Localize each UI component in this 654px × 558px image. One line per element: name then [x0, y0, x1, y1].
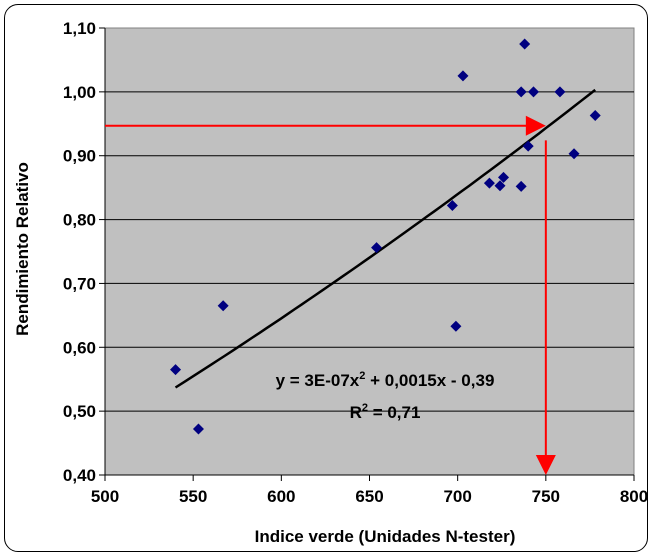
x-tick-label: 550 [179, 487, 207, 506]
data-point [589, 109, 601, 121]
data-point [515, 86, 527, 98]
data-point [519, 38, 531, 50]
y-axis-ticks: 0,40 0,50 0,60 0,70 0,80 0,90 1,00 1,10 [63, 19, 106, 485]
y-tick-label: 1,00 [63, 83, 96, 102]
x-tick-label: 800 [620, 487, 648, 506]
horizontal-arrowhead [525, 115, 546, 136]
x-axis-title: Indice verde (Unidades N-tester) [255, 527, 516, 546]
data-point [522, 140, 534, 152]
x-tick-label: 500 [91, 487, 119, 506]
y-tick-label: 0,50 [63, 402, 96, 421]
data-point [450, 320, 462, 332]
annotation-arrows [105, 115, 556, 475]
data-point [483, 177, 495, 189]
data-point [515, 180, 527, 192]
data-point [568, 148, 580, 160]
trend-equation: y = 3E-07x2 + 0,0015x - 0,39 [276, 370, 495, 390]
y-tick-label: 0,90 [63, 147, 96, 166]
x-tick-label: 600 [267, 487, 295, 506]
data-point [217, 300, 229, 312]
x-tick-label: 650 [355, 487, 383, 506]
y-tick-label: 0,80 [63, 211, 96, 230]
x-tick-label: 700 [443, 487, 471, 506]
r-squared-label: R2 = 0,71 [350, 402, 421, 422]
data-point [494, 180, 506, 192]
vertical-arrowhead [535, 455, 556, 475]
data-point [371, 242, 383, 254]
y-tick-label: 1,10 [63, 19, 96, 38]
data-points [170, 38, 601, 435]
x-tick-label: 750 [532, 487, 560, 506]
y-tick-label: 0,70 [63, 274, 96, 293]
data-point [457, 70, 469, 82]
data-point [498, 171, 510, 183]
y-tick-label: 0,40 [63, 466, 96, 485]
data-point [554, 86, 566, 98]
data-point [527, 86, 539, 98]
data-point [192, 423, 204, 435]
y-axis-title: Rendimiento Relativo [13, 162, 32, 336]
y-tick-label: 0,60 [63, 338, 96, 357]
data-point [446, 200, 458, 212]
x-axis-ticks: 500 550 600 650 700 750 800 [91, 474, 648, 506]
data-point [170, 364, 182, 376]
